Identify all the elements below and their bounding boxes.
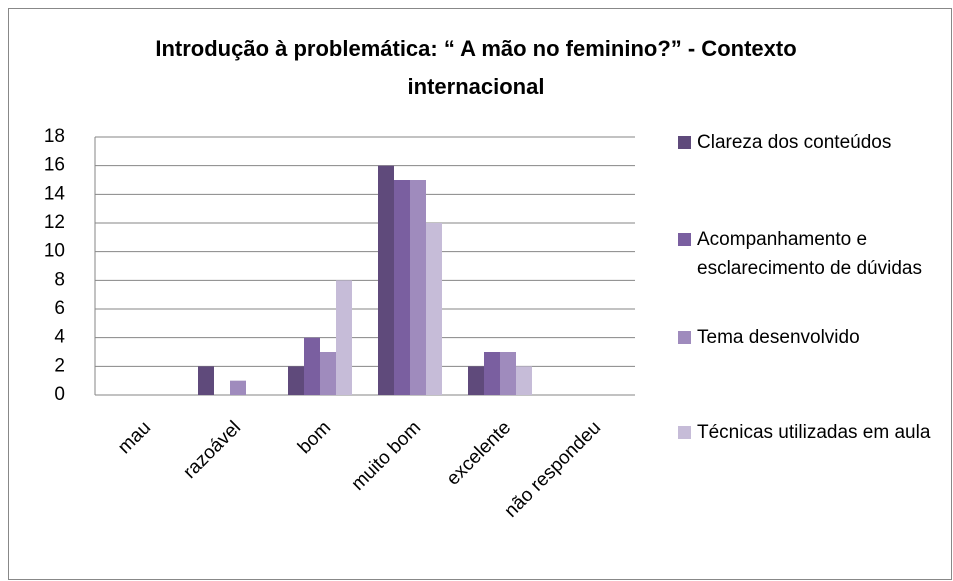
legend-item: Clareza dos conteúdos	[678, 128, 948, 157]
y-tick-label: 0	[54, 384, 65, 405]
bar	[500, 352, 516, 395]
y-tick-label: 14	[44, 183, 66, 204]
legend-swatch	[678, 426, 691, 439]
bar	[516, 366, 532, 395]
bar	[394, 180, 410, 395]
legend-label: Clareza dos conteúdos	[697, 132, 892, 153]
x-tick-label: mau	[114, 417, 155, 458]
chart-border	[8, 8, 952, 580]
x-tick-label: razoável	[179, 417, 245, 483]
chart-title: Introdução à problemática: “ A mão no fe…	[155, 36, 797, 99]
y-tick-label: 12	[44, 212, 65, 233]
legend-swatch	[678, 136, 691, 149]
legend-swatch	[678, 331, 691, 344]
bar	[288, 366, 304, 395]
x-tick-label: muito bom	[348, 417, 426, 495]
legend-label: Técnicas utilizadas em aula	[697, 422, 931, 443]
legend-item: Acompanhamento e esclarecimento de dúvid…	[678, 225, 948, 283]
bar	[304, 337, 320, 395]
x-tick-label: não respondeu	[501, 417, 605, 521]
y-tick-label: 6	[54, 298, 65, 319]
legend-item: Tema desenvolvido	[678, 323, 948, 352]
bar	[198, 366, 214, 395]
bar	[410, 180, 426, 395]
y-tick-label: 8	[54, 269, 65, 290]
legend-item: Técnicas utilizadas em aula	[678, 418, 948, 447]
x-tick-label: bom	[294, 417, 335, 458]
y-tick-label: 16	[44, 155, 65, 176]
y-tick-label: 4	[54, 327, 65, 348]
bar	[230, 380, 246, 395]
y-tick-label: 10	[44, 241, 65, 262]
bar	[468, 366, 484, 395]
bar	[426, 223, 442, 395]
bar	[484, 352, 500, 395]
y-tick-label: 18	[44, 126, 65, 147]
bar	[336, 280, 352, 395]
y-tick-label: 2	[54, 355, 65, 376]
bar	[378, 165, 394, 395]
x-tick-label: excelente	[443, 417, 515, 489]
legend-swatch	[678, 233, 691, 246]
legend-label: Tema desenvolvido	[697, 327, 860, 348]
bar	[320, 352, 336, 395]
legend-label: Acompanhamento e esclarecimento de dúvid…	[697, 229, 922, 279]
